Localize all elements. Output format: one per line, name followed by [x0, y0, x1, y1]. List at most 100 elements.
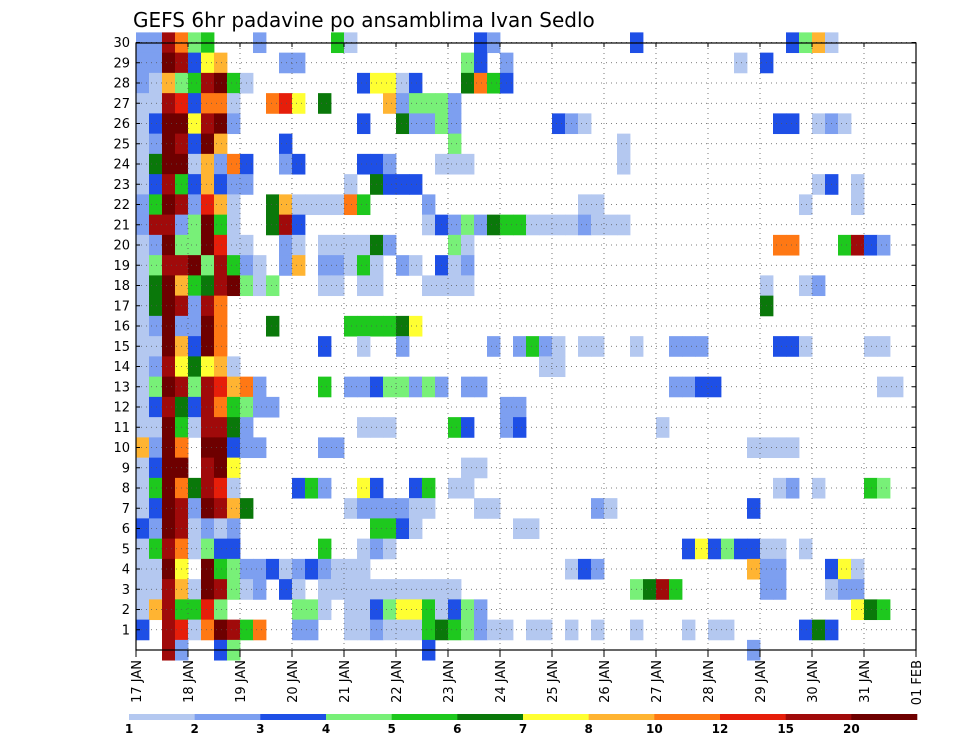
heatmap-cell: [513, 396, 527, 418]
heatmap-cell: [136, 52, 150, 74]
heatmap-cell: [318, 538, 332, 560]
heatmap-cell: [344, 579, 358, 600]
heatmap-cell: [786, 113, 800, 135]
heatmap-cell: [188, 417, 202, 438]
heatmap-cell: [773, 477, 787, 499]
colorbar-swatch: [588, 714, 655, 720]
heatmap-cell: [136, 255, 150, 276]
heatmap-cell: [383, 153, 397, 175]
heatmap-cell: [682, 336, 696, 357]
x-tick-label: 17 JAN: [130, 660, 145, 703]
heatmap-cell: [149, 579, 163, 600]
heatmap-cell: [422, 376, 436, 398]
x-tick-label: 22 JAN: [390, 660, 405, 703]
colorbar-label: 3: [256, 722, 264, 736]
heatmap-cell: [669, 579, 683, 600]
heatmap-cell: [773, 234, 787, 256]
x-tick-label: 28 JAN: [702, 660, 717, 703]
heatmap-cell: [474, 376, 488, 398]
heatmap-cell: [188, 579, 202, 600]
y-tick-label: 30: [113, 36, 130, 51]
heatmap-cell: [799, 336, 813, 357]
heatmap-cell: [292, 194, 306, 216]
heatmap-cell: [292, 579, 306, 600]
y-tick-label: 11: [113, 421, 130, 436]
heatmap-cell: [773, 336, 787, 357]
heatmap-cell: [344, 194, 358, 216]
heatmap-cell: [188, 234, 202, 256]
heatmap-cell: [214, 234, 228, 256]
heatmap-cell: [383, 72, 397, 94]
heatmap-cell: [214, 214, 228, 236]
heatmap-cell: [279, 93, 293, 114]
heatmap-cell: [422, 579, 436, 600]
heatmap-cell: [396, 376, 410, 398]
heatmap-cell: [851, 579, 865, 600]
heatmap-cell: [344, 255, 358, 276]
heatmap-cell: [422, 214, 436, 236]
heatmap-cell: [162, 396, 176, 418]
heatmap-cell: [136, 336, 150, 357]
heatmap-cell: [227, 72, 241, 94]
colorbar-swatch: [785, 714, 852, 720]
heatmap-cell: [747, 538, 761, 560]
heatmap-cell: [149, 336, 163, 357]
heatmap-cell: [591, 558, 605, 580]
heatmap-cell: [214, 558, 228, 580]
y-tick-label: 23: [113, 178, 130, 193]
heatmap-cell: [357, 315, 371, 337]
heatmap-cell: [474, 214, 488, 236]
heatmap-cell: [136, 457, 150, 479]
heatmap-cell: [773, 538, 787, 560]
heatmap-cell: [591, 336, 605, 357]
heatmap-cell: [201, 396, 215, 418]
heatmap-cell: [201, 336, 215, 357]
heatmap-cell: [214, 295, 228, 317]
colorbar-label: 6: [453, 722, 461, 736]
heatmap-cell: [266, 558, 280, 580]
heatmap-cell: [279, 153, 293, 175]
x-tick-label: 23 JAN: [442, 660, 457, 703]
heatmap-cell: [279, 255, 293, 276]
heatmap-cell: [188, 619, 202, 641]
heatmap-cell: [747, 437, 761, 459]
heatmap-cell: [162, 295, 176, 317]
heatmap-cell: [201, 113, 215, 135]
heatmap-cell: [201, 255, 215, 276]
heatmap-cell: [331, 234, 345, 256]
heatmap-cell: [591, 214, 605, 236]
x-tick-label: 20 JAN: [286, 660, 301, 703]
heatmap-cell: [578, 194, 592, 216]
heatmap-cell: [461, 72, 475, 94]
heatmap-cell: [812, 619, 826, 641]
heatmap-cell: [851, 558, 865, 580]
heatmap-cell: [227, 417, 241, 438]
colorbar-label: 7: [519, 722, 527, 736]
y-tick-label: 25: [113, 137, 130, 152]
heatmap-cell: [162, 315, 176, 337]
heatmap-cell: [344, 174, 358, 195]
y-tick-label: 3: [122, 583, 130, 598]
heatmap-cell: [253, 376, 267, 398]
y-tick-label: 28: [113, 77, 130, 92]
heatmap-cell: [201, 498, 215, 519]
heatmap-cell: [149, 498, 163, 519]
heatmap-cell: [266, 275, 280, 297]
heatmap-cell: [812, 275, 826, 297]
heatmap-cell: [188, 376, 202, 398]
heatmap-cell: [539, 619, 553, 641]
y-tick-label: 12: [113, 401, 130, 416]
heatmap-cell: [162, 153, 176, 175]
heatmap-cell: [201, 376, 215, 398]
heatmap-cell: [253, 437, 267, 459]
heatmap-cell: [448, 619, 462, 641]
heatmap-cell: [877, 234, 891, 256]
y-tick-label: 26: [113, 117, 130, 132]
heatmap-cell: [149, 295, 163, 317]
heatmap-cell: [513, 518, 527, 540]
heatmap-cell: [357, 153, 371, 175]
heatmap-cell: [214, 417, 228, 438]
heatmap-cell: [136, 396, 150, 418]
heatmap-cell: [136, 579, 150, 600]
heatmap-cell: [253, 558, 267, 580]
